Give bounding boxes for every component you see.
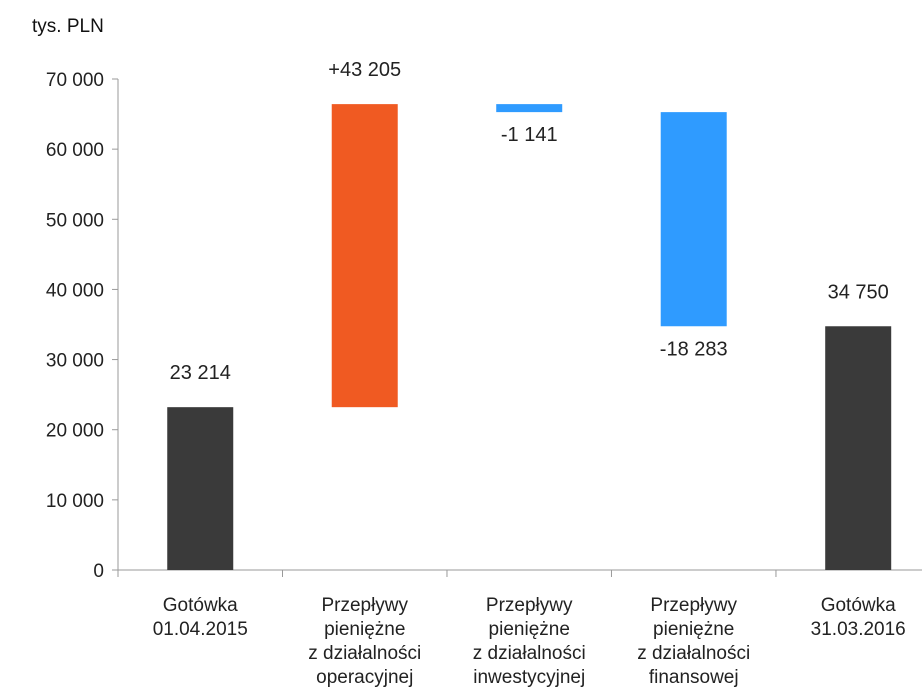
category-label: Przepływy (321, 595, 408, 616)
y-tick-label: 30 000 (46, 351, 104, 372)
category-label: operacyjnej (316, 667, 413, 688)
data-label: 34 750 (828, 281, 889, 303)
category-label: inwestycyjnej (473, 667, 585, 688)
y-tick-label: 40 000 (46, 280, 104, 301)
category-label: finansowej (649, 667, 739, 688)
category-label: Przepływy (650, 595, 737, 616)
data-label: 23 214 (170, 362, 231, 384)
unit-label: tys. PLN (32, 16, 104, 37)
bar (331, 104, 398, 408)
category-label: z działalności (637, 643, 750, 664)
y-tick-label: 70 000 (46, 70, 104, 91)
data-label: +43 205 (328, 59, 401, 81)
category-label: Gotówka (163, 595, 238, 616)
category-label: z działalności (473, 643, 586, 664)
bar (825, 326, 892, 570)
y-tick-label: 20 000 (46, 421, 104, 442)
y-tick-label: 60 000 (46, 140, 104, 161)
category-label: pieniężne (324, 619, 405, 640)
bar (167, 407, 234, 570)
y-tick-label: 50 000 (46, 210, 104, 231)
category-label: pieniężne (653, 619, 734, 640)
bar (496, 104, 563, 113)
category-label: Przepływy (486, 595, 573, 616)
y-tick-label: 10 000 (46, 491, 104, 512)
category-label: 31.03.2016 (811, 619, 906, 640)
category-label: 01.04.2015 (153, 619, 248, 640)
category-label: Gotówka (821, 595, 896, 616)
data-label: -18 283 (660, 338, 728, 360)
data-label: -1 141 (501, 124, 558, 146)
y-tick-label: 0 (93, 561, 104, 582)
category-label: z działalności (308, 643, 421, 664)
bar (660, 112, 727, 327)
category-label: pieniężne (489, 619, 570, 640)
